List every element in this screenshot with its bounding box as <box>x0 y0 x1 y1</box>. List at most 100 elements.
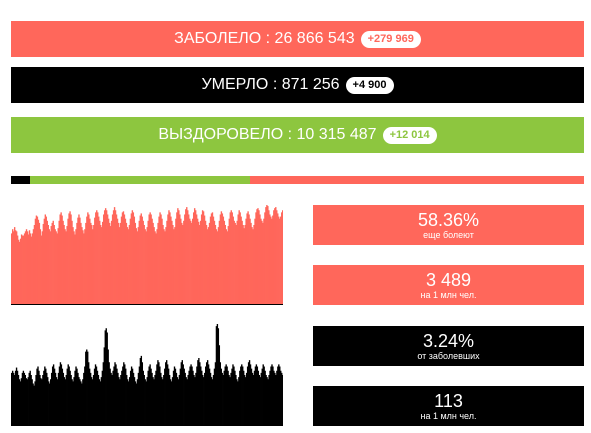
daily-deaths-bar <box>111 375 113 426</box>
daily-deaths-bar <box>49 383 51 426</box>
daily-cases-bar <box>75 229 77 305</box>
mortality-card: 3.24% от заболевших <box>313 326 584 366</box>
daily-cases-bar <box>167 214 169 305</box>
daily-cases-bar <box>266 205 268 305</box>
daily-cases-bar <box>267 206 269 305</box>
daily-cases-bar <box>59 214 61 305</box>
daily-cases-bar <box>60 212 62 305</box>
deaths-total-label: УМЕРЛО : 871 256 <box>201 76 340 93</box>
daily-cases-bar <box>170 216 172 305</box>
daily-deaths-bar <box>100 377 103 426</box>
daily-deaths-bar <box>167 368 170 426</box>
daily-cases-bar <box>58 220 60 305</box>
daily-cases-bar <box>232 216 234 305</box>
daily-cases-bar <box>163 229 165 305</box>
daily-cases-bar <box>21 235 24 305</box>
daily-cases-bar <box>106 214 109 305</box>
daily-deaths-bar <box>225 364 227 426</box>
daily-deaths-bar <box>196 366 198 426</box>
daily-cases-bar <box>18 241 21 305</box>
daily-deaths-bar <box>38 370 40 426</box>
daily-deaths-bar <box>248 360 251 426</box>
daily-cases-bar <box>95 212 97 305</box>
daily-deaths-bar <box>232 364 234 426</box>
daily-deaths-bar <box>98 379 101 426</box>
daily-cases-bar <box>133 216 136 305</box>
daily-deaths-bar <box>33 385 35 426</box>
daily-cases-bar <box>44 214 47 305</box>
daily-cases-bar <box>77 217 79 305</box>
daily-cases-bar <box>204 220 207 305</box>
daily-cases-bar <box>192 218 194 305</box>
daily-deaths-bar <box>197 360 199 426</box>
daily-cases-bar <box>219 214 222 305</box>
daily-deaths-bar <box>48 381 50 426</box>
daily-cases-bar <box>45 216 48 305</box>
daily-cases-bar <box>242 225 244 305</box>
daily-deaths-bar <box>170 381 173 426</box>
daily-cases-bar <box>102 214 105 305</box>
daily-cases-bar <box>187 210 189 305</box>
daily-deaths-bar <box>265 375 267 426</box>
daily-deaths-bar <box>183 368 185 426</box>
daily-deaths-bar <box>185 377 187 426</box>
daily-cases-bar <box>202 211 205 305</box>
daily-cases-bar <box>63 225 65 305</box>
daily-deaths-bar <box>144 379 146 426</box>
daily-cases-bar <box>129 218 132 305</box>
daily-deaths-bar <box>121 370 123 426</box>
daily-deaths-bar <box>220 368 222 426</box>
cases-total-label: ЗАБОЛЕЛО : 26 866 543 <box>174 30 355 47</box>
daily-deaths-bar <box>280 370 282 426</box>
daily-cases-bar <box>13 227 16 305</box>
daily-cases-bar <box>258 210 260 305</box>
daily-deaths-bar <box>272 366 274 426</box>
daily-deaths-bar <box>190 364 192 426</box>
daily-cases-bar <box>91 225 93 305</box>
daily-cases-bar <box>200 214 203 305</box>
daily-deaths-bar <box>80 381 82 426</box>
daily-deaths-bar <box>240 366 242 426</box>
daily-cases-bar <box>241 220 243 305</box>
daily-deaths-bar <box>159 366 161 426</box>
daily-deaths-bar <box>152 377 154 426</box>
daily-deaths-bar <box>62 372 65 426</box>
daily-cases-bar <box>179 214 181 305</box>
daily-deaths-bar <box>122 366 124 426</box>
daily-deaths-bar <box>166 364 169 426</box>
daily-cases-bar <box>20 234 23 305</box>
daily-cases-bar <box>265 207 267 305</box>
daily-deaths-bar <box>177 379 180 426</box>
daily-cases-bar <box>124 218 127 305</box>
daily-deaths-bar <box>251 372 254 426</box>
daily-deaths-bar <box>94 364 97 426</box>
daily-deaths-bar <box>75 366 77 426</box>
daily-deaths-bar <box>207 364 210 426</box>
daily-cases-bar <box>139 215 141 305</box>
daily-cases-bar <box>254 218 256 305</box>
daily-deaths-chart <box>11 324 283 426</box>
daily-cases-bar <box>49 231 51 305</box>
daily-cases-bar <box>35 215 38 305</box>
daily-cases-bar <box>255 212 257 305</box>
daily-deaths-bar <box>148 366 150 426</box>
daily-cases-bar <box>64 229 66 305</box>
daily-deaths-bar <box>109 368 111 426</box>
daily-deaths-bar <box>99 381 102 426</box>
daily-deaths-bar <box>257 370 260 426</box>
daily-deaths-bar <box>34 381 36 426</box>
daily-deaths-bar <box>282 375 283 426</box>
daily-deaths-bar <box>161 377 163 426</box>
daily-deaths-bar <box>52 364 55 426</box>
active-percent-caption: еще болеют <box>423 229 474 240</box>
daily-deaths-bar <box>268 375 270 426</box>
daily-cases-bar <box>42 223 45 305</box>
daily-deaths-bar <box>187 375 189 426</box>
daily-cases-bar <box>257 208 259 305</box>
daily-deaths-bar <box>147 370 149 426</box>
daily-deaths-bar <box>103 347 105 426</box>
daily-cases-bar <box>273 210 275 305</box>
daily-cases-bar <box>238 210 240 305</box>
daily-deaths-bar <box>203 377 205 426</box>
daily-cases-bar <box>151 218 153 305</box>
